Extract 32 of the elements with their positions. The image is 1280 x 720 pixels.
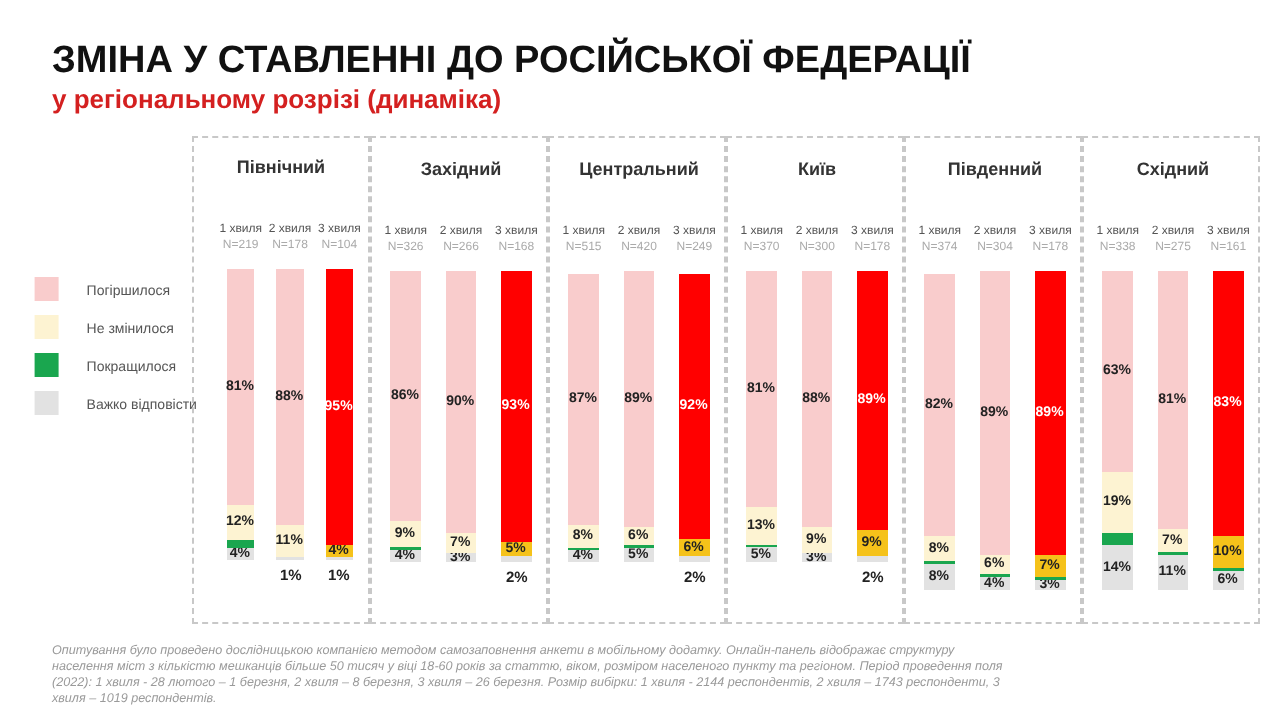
- bar: [501, 556, 532, 562]
- bar: [924, 274, 955, 536]
- bar: [276, 268, 304, 526]
- chart-title: Центральний: [579, 158, 699, 179]
- bar: [325, 268, 353, 546]
- bar: [979, 270, 1011, 555]
- bar: [568, 273, 599, 525]
- bar: [801, 270, 833, 528]
- bar: [1102, 471, 1133, 533]
- bar: [746, 270, 777, 507]
- bar: [679, 556, 710, 562]
- bar: [623, 270, 655, 528]
- chart-title: Київ: [797, 158, 838, 179]
- bar: [1102, 270, 1133, 472]
- chart-title: Східний: [1136, 158, 1210, 179]
- bar: [1213, 270, 1244, 536]
- bar: [227, 539, 255, 549]
- bar: [1102, 532, 1133, 546]
- bar: [445, 270, 477, 533]
- bar: [1035, 270, 1066, 555]
- bar: [1157, 270, 1189, 530]
- text: у регіональному розрізі (динаміка): [52, 84, 504, 116]
- bar: [679, 273, 710, 539]
- bar: [857, 556, 888, 562]
- text: ЗМІНА У СТАВЛЕННІ ДО РОСІЙСЬКОЇ ФЕДЕРАЦІЇ: [52, 40, 971, 84]
- chart-title: Північний: [236, 156, 326, 177]
- bar: [227, 268, 255, 505]
- bar: [390, 270, 421, 522]
- chart-title: Південний: [947, 158, 1043, 179]
- bar: [857, 270, 888, 530]
- bar: [501, 270, 532, 542]
- chart-title: Західний: [420, 158, 502, 179]
